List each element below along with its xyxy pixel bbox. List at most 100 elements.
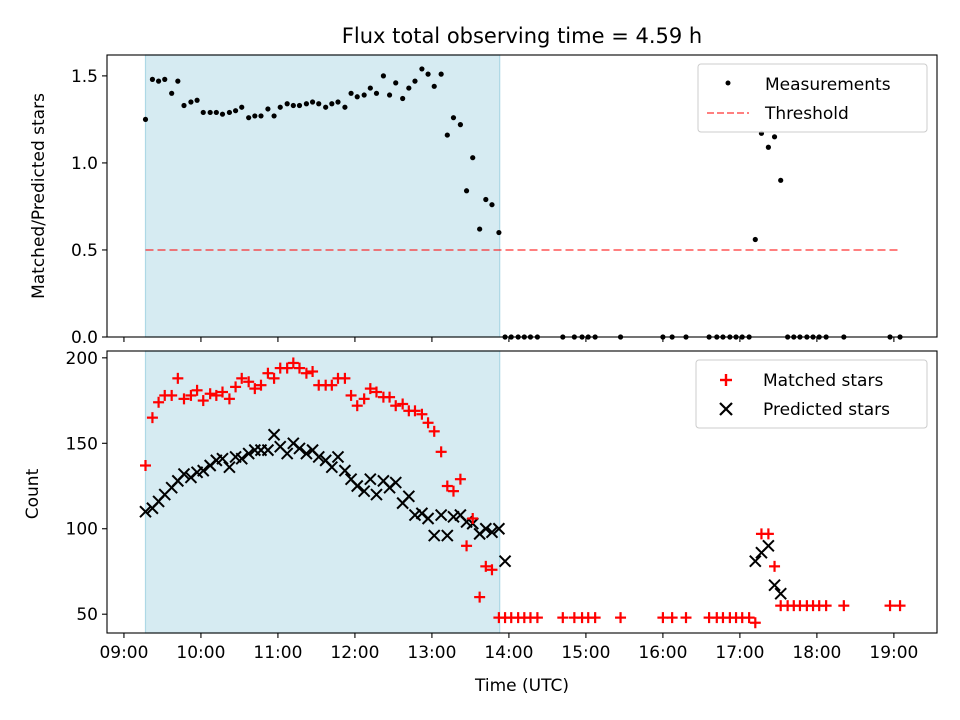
y-tick-label: 1.0 [71,154,98,174]
measurement-point [348,90,354,96]
matched-point [139,460,151,472]
matched-point [326,379,338,391]
matched-point [615,612,627,624]
measurement-point [258,113,264,119]
matched-point [300,367,312,379]
measurement-point [457,122,464,128]
matched-point [262,367,274,379]
matched-point [153,396,165,408]
matched-point [287,357,299,369]
measurement-point [194,97,200,103]
legend-marker-matched [720,374,732,386]
measurement-point [419,66,425,72]
measurement-point [425,71,431,77]
predicted-point [479,522,493,535]
measurement-point [380,73,387,79]
star-count-panel: 50 100 150 200 09:00 10:00 11:00 12:00 13:00 14:… [23,349,938,696]
measurement-point [290,102,296,109]
measurement-point [496,229,502,236]
predicted-point [177,467,191,481]
matched-point [422,417,434,429]
predicted-point [280,447,294,460]
measurement-point [265,106,271,112]
x-tick-label: 13:00 [407,643,456,663]
measurement-point [354,94,360,100]
legend-marker-measurements [725,80,731,86]
measurement-point [303,101,310,107]
matched-point [172,372,184,384]
legend-label-matched: Matched stars [763,371,883,391]
measurement-point [226,109,233,116]
predicted-point [325,461,339,474]
x-tick-label: 17:00 [715,643,764,663]
measurement-point [393,80,399,86]
legend-marker-predicted [719,402,733,416]
matched-point [351,400,363,412]
measurement-point [489,202,495,208]
legend-box [695,359,928,429]
matched-point [762,528,774,540]
measurement-point [149,76,156,82]
measurement-point [181,102,187,109]
y-tick-label: 0.5 [71,241,98,261]
measurement-point [239,104,245,110]
legend-label-measurements: Measurements [765,75,891,95]
matched-point [480,560,492,572]
matched-point [204,388,216,400]
measurement-point [483,196,489,203]
predicted-point [498,555,512,568]
matched-point [236,372,248,384]
predicted-point [267,428,281,441]
matched-point [474,591,486,603]
matched-point [268,372,280,384]
x-axis-label: Time (UTC) [474,676,569,696]
matched-point [820,600,832,612]
matched-point [185,389,197,401]
measurement-point [752,236,758,243]
matched-point [293,362,305,374]
matched-point [358,393,370,405]
measurement-point [329,101,335,107]
matched-point [191,384,203,396]
predicted-point [197,464,210,477]
measurement-point [361,92,367,98]
predicted-point [370,488,383,501]
y-tick-label: 200 [66,349,98,369]
legend: Matched stars Predicted stars [695,359,928,429]
matched-point [743,612,755,624]
matched-point [249,383,261,395]
predicted-point [485,525,499,539]
matched-point [589,612,601,624]
matched-point [307,366,319,378]
measurement-point [296,102,303,109]
predicted-point [312,450,325,464]
matched-point [146,412,158,424]
matched-point [370,386,382,398]
predicted-point [261,443,275,457]
x-tick-label: 11:00 [253,643,302,663]
measurement-point [463,188,470,194]
predicted-point [139,505,152,518]
measurement-point [778,177,784,183]
matched-point [230,381,242,393]
matched-point [894,600,906,612]
matched-point [447,485,459,497]
predicted-point [331,450,345,464]
measurement-point [450,115,457,121]
measurement-point [444,132,450,138]
predicted-point [428,529,441,542]
observing-interval-shade [144,350,501,634]
measurement-point [252,113,258,119]
y-axis-label: Count [23,468,43,519]
matched-point [666,612,678,624]
measurement-point [771,134,778,140]
x-tick-label: 12:00 [330,643,379,663]
measurement-point [155,78,162,84]
matched-point [486,564,498,576]
measurement-point [412,78,418,84]
measurement-point [142,116,149,123]
matched-point [467,512,479,524]
measurement-point [477,226,483,232]
measurement-point [162,76,168,82]
measurement-point [271,113,277,119]
